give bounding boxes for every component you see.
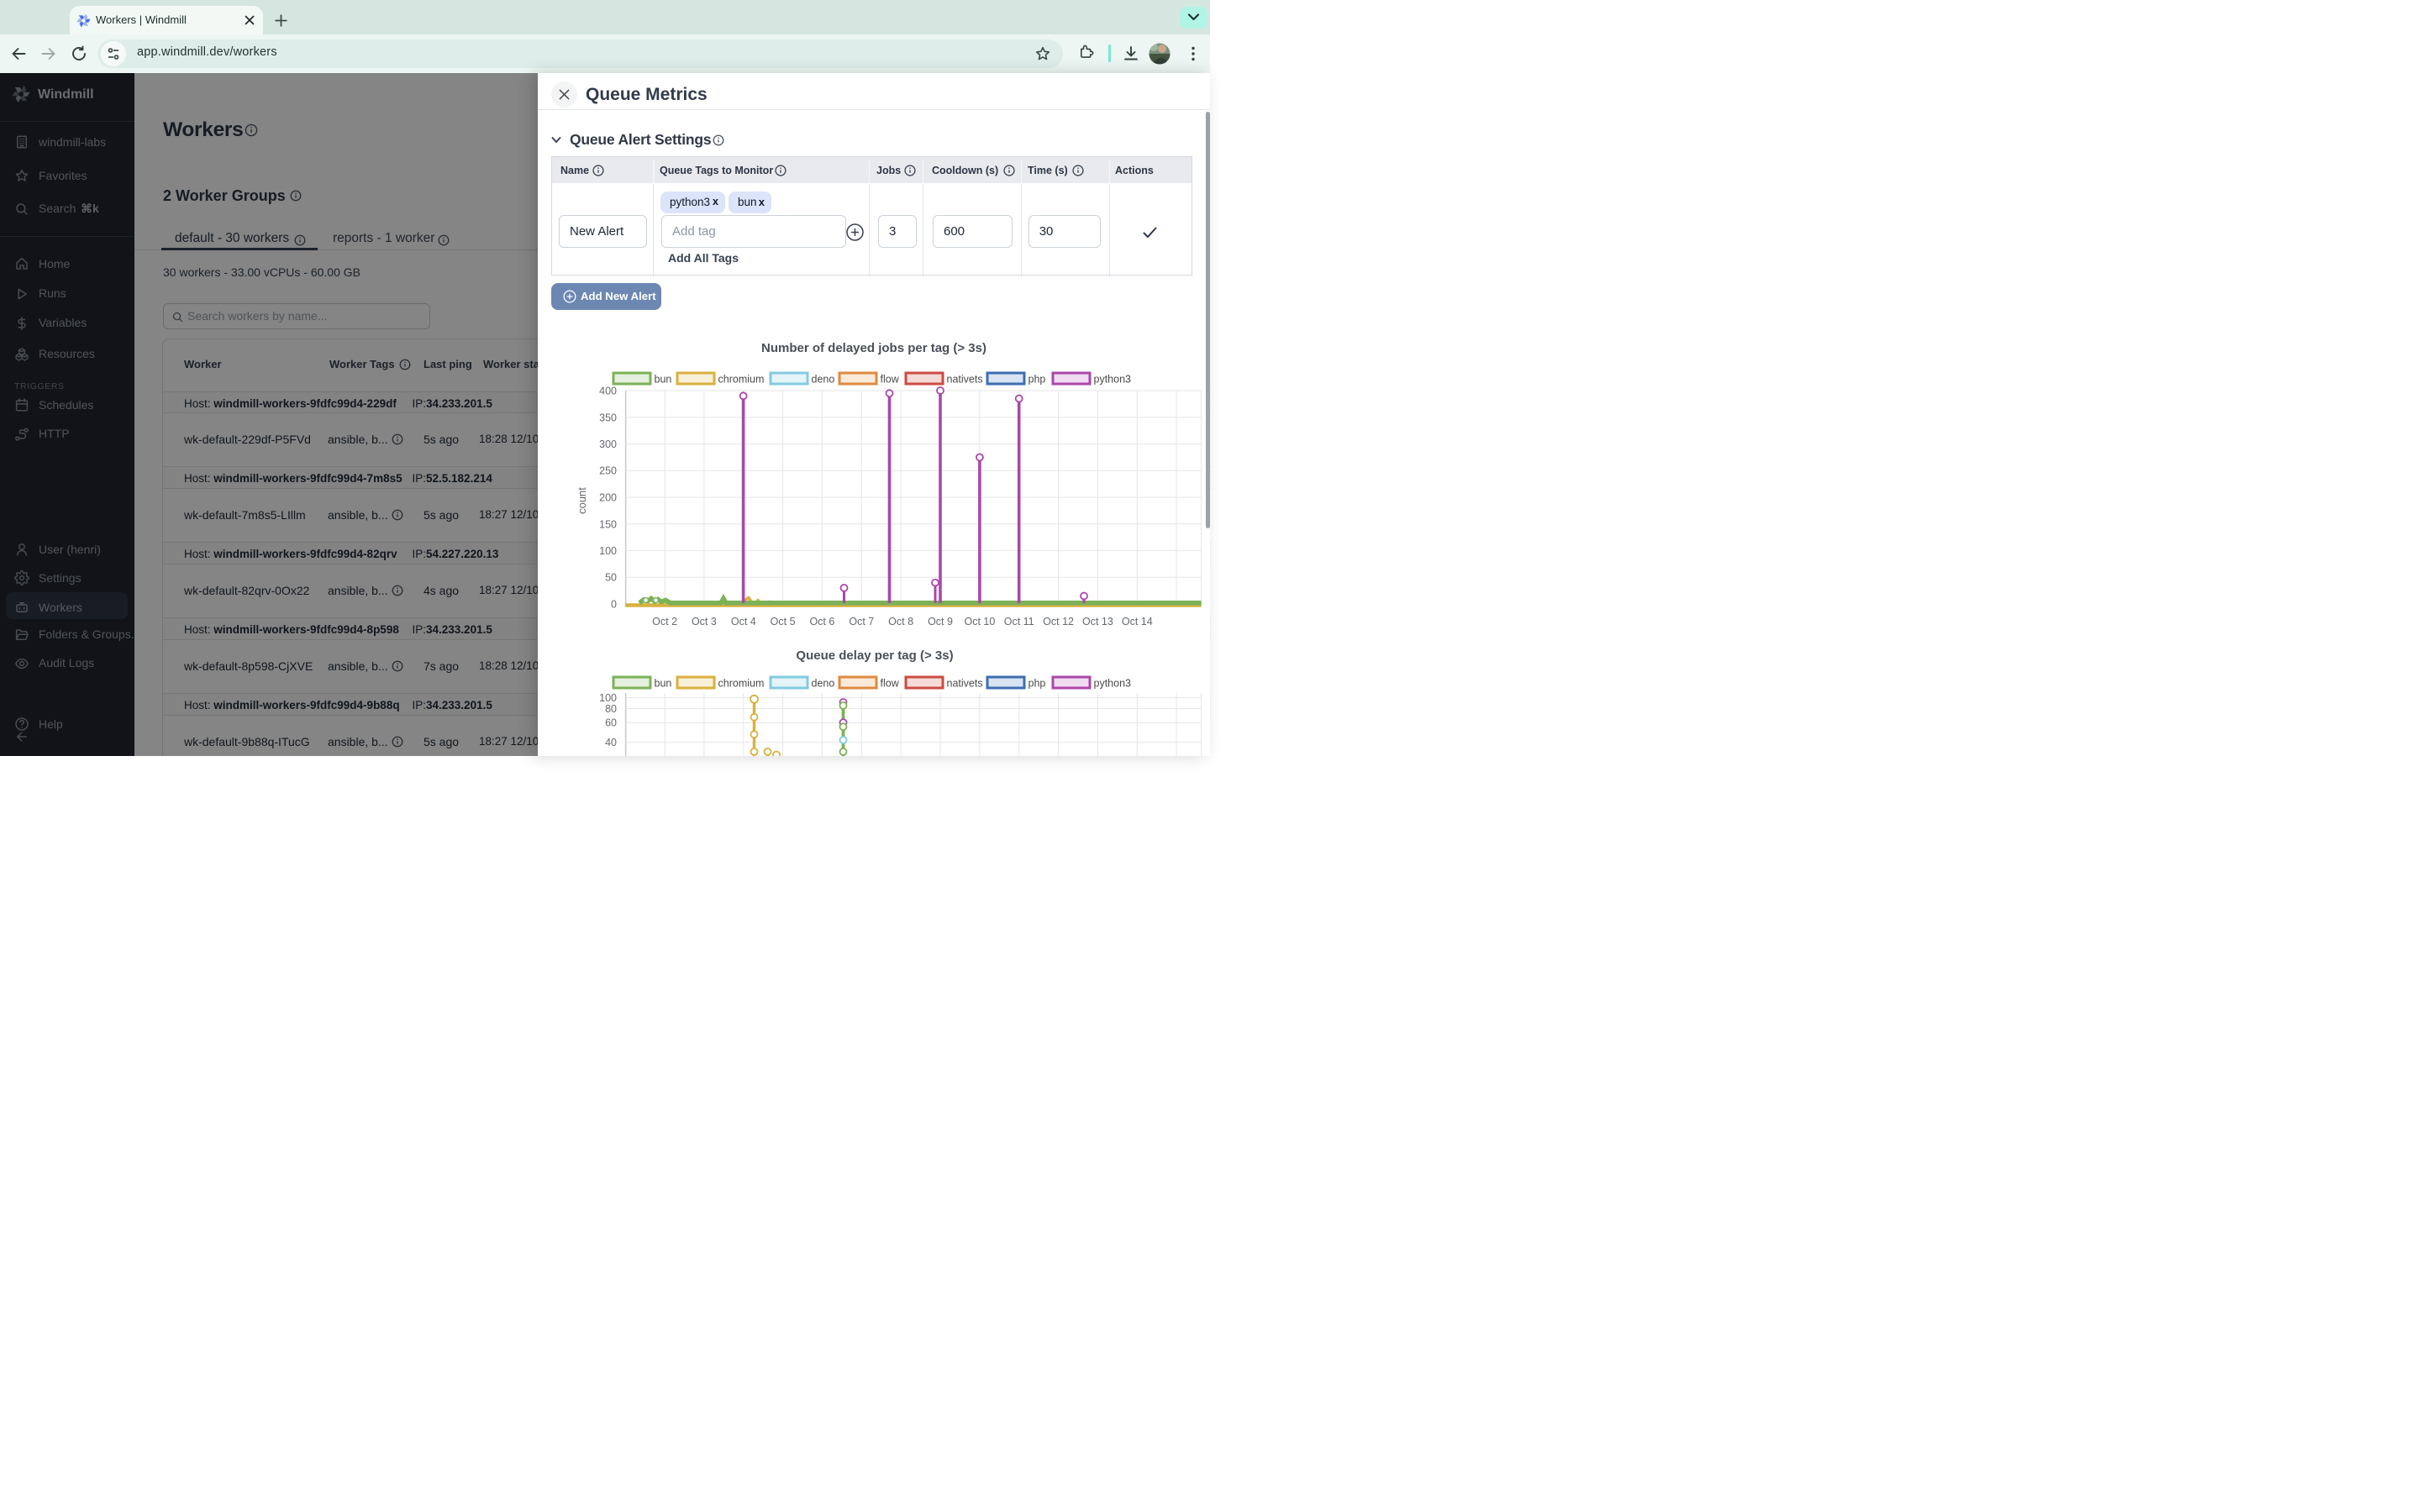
svg-text:Oct 5: Oct 5 — [771, 616, 796, 627]
svg-text:chromium: chromium — [718, 678, 765, 690]
svg-text:0: 0 — [611, 599, 617, 611]
svg-text:Queue delay per tag (> 3s): Queue delay per tag (> 3s) — [796, 648, 953, 663]
svg-text:Number of delayed jobs per tag: Number of delayed jobs per tag (> 3s) — [761, 341, 986, 355]
svg-text:php: php — [1028, 678, 1046, 690]
svg-text:Oct 6: Oct 6 — [809, 616, 834, 627]
svg-text:flow: flow — [881, 678, 900, 690]
svg-text:50: 50 — [605, 572, 617, 584]
svg-text:bun: bun — [655, 678, 672, 690]
svg-text:400: 400 — [599, 386, 617, 397]
svg-text:flow: flow — [881, 374, 900, 386]
svg-text:200: 200 — [599, 492, 617, 504]
svg-text:python3: python3 — [1094, 374, 1132, 386]
svg-text:250: 250 — [599, 465, 617, 477]
svg-text:Oct 7: Oct 7 — [849, 616, 874, 627]
svg-text:chromium: chromium — [718, 374, 765, 386]
svg-text:Oct 9: Oct 9 — [928, 616, 953, 627]
svg-text:Oct 4: Oct 4 — [731, 616, 756, 627]
svg-text:Oct 3: Oct 3 — [692, 616, 717, 627]
svg-text:nativets: nativets — [947, 678, 983, 690]
svg-text:40: 40 — [605, 737, 617, 748]
svg-text:100: 100 — [599, 545, 617, 557]
svg-text:python3: python3 — [1094, 678, 1132, 690]
svg-text:100: 100 — [599, 692, 617, 704]
svg-text:300: 300 — [599, 438, 617, 450]
svg-text:deno: deno — [812, 678, 835, 690]
svg-text:Oct 10: Oct 10 — [964, 616, 995, 627]
svg-text:deno: deno — [812, 374, 835, 386]
svg-text:count: count — [576, 487, 588, 514]
svg-text:Oct 13: Oct 13 — [1082, 616, 1113, 627]
svg-text:150: 150 — [599, 518, 617, 530]
svg-text:nativets: nativets — [947, 374, 983, 386]
svg-text:Oct 8: Oct 8 — [888, 616, 913, 627]
svg-text:Oct 12: Oct 12 — [1043, 616, 1074, 627]
svg-text:php: php — [1028, 374, 1046, 386]
svg-text:bun: bun — [655, 374, 672, 386]
svg-text:Oct 14: Oct 14 — [1122, 616, 1153, 627]
svg-text:Oct 11: Oct 11 — [1004, 616, 1034, 627]
svg-text:80: 80 — [605, 703, 617, 715]
svg-text:60: 60 — [605, 717, 617, 729]
svg-text:Oct 2: Oct 2 — [652, 616, 677, 627]
svg-text:350: 350 — [599, 412, 617, 423]
